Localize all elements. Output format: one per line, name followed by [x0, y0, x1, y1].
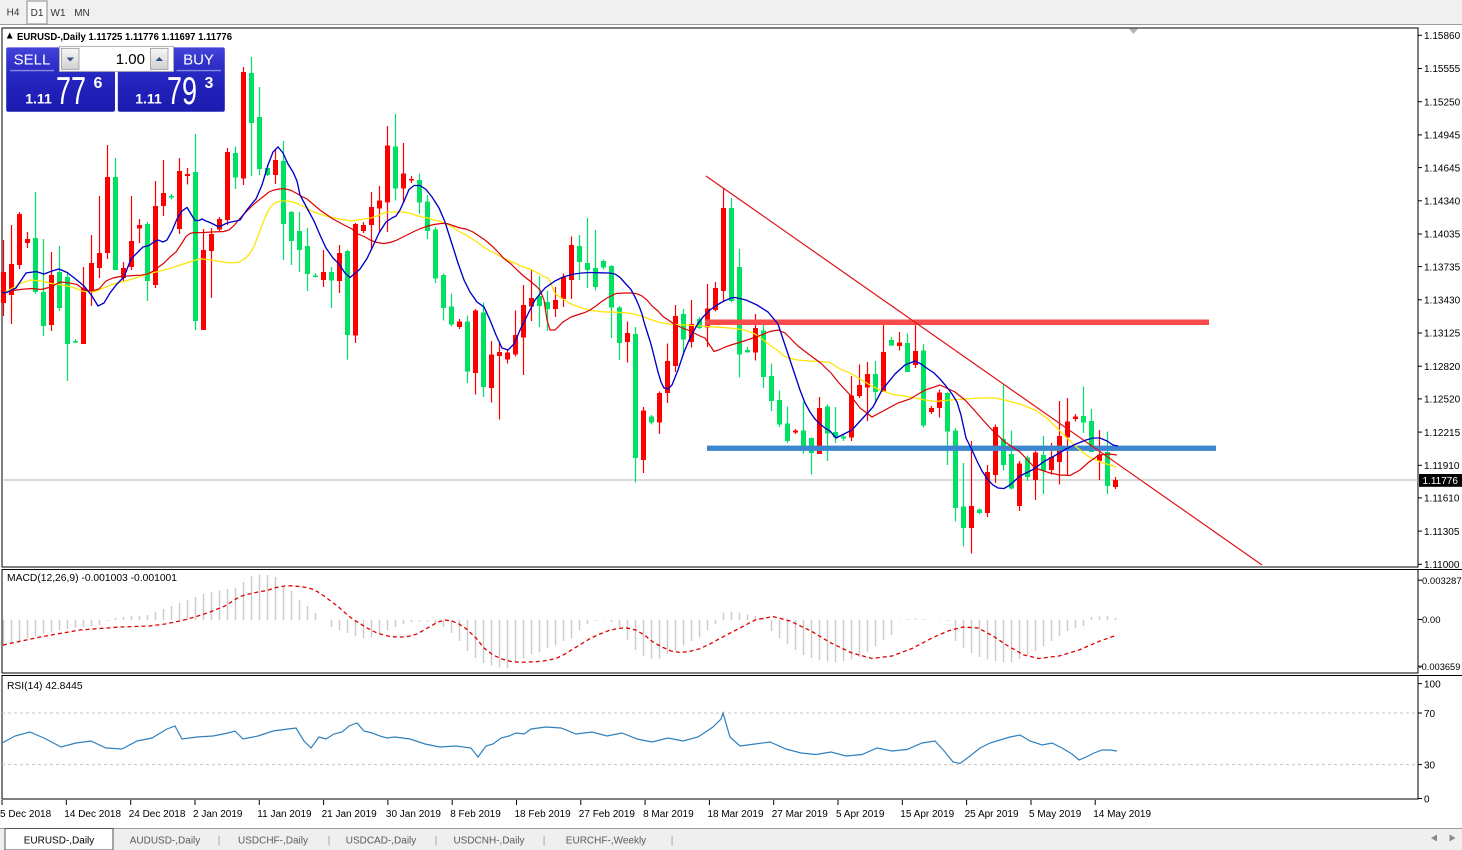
svg-text:-0.003659: -0.003659 [1419, 662, 1461, 672]
svg-text:18 Mar 2019: 18 Mar 2019 [707, 809, 764, 820]
svg-text:8 Mar 2019: 8 Mar 2019 [643, 809, 694, 820]
svg-text:14 May 2019: 14 May 2019 [1093, 809, 1151, 820]
svg-text:11 Jan 2019: 11 Jan 2019 [257, 809, 312, 820]
svg-text:|: | [328, 836, 331, 847]
svg-text:1.12520: 1.12520 [1424, 395, 1461, 406]
svg-text:0.003287: 0.003287 [1422, 576, 1462, 587]
svg-text:MN: MN [74, 8, 90, 19]
svg-text:21 Jan 2019: 21 Jan 2019 [322, 809, 377, 820]
svg-text:1.11305: 1.11305 [1424, 527, 1460, 538]
svg-text:1.11910: 1.11910 [1424, 461, 1460, 472]
svg-text:1.15860: 1.15860 [1424, 31, 1461, 42]
svg-text:1.12820: 1.12820 [1424, 362, 1461, 373]
svg-text:1.12215: 1.12215 [1424, 428, 1461, 439]
svg-text:25 Apr 2019: 25 Apr 2019 [965, 809, 1019, 820]
svg-text:1.14645: 1.14645 [1424, 163, 1461, 174]
svg-text:79: 79 [167, 70, 197, 113]
svg-text:5 Dec 2018: 5 Dec 2018 [0, 809, 52, 820]
svg-text:3: 3 [205, 75, 214, 92]
svg-text:MACD(12,26,9) -0.001003 -0.001: MACD(12,26,9) -0.001003 -0.001001 [7, 573, 177, 584]
svg-text:1.11: 1.11 [135, 91, 162, 107]
svg-text:1.13125: 1.13125 [1424, 329, 1461, 340]
svg-text:1.13735: 1.13735 [1424, 262, 1461, 273]
svg-text:BUY: BUY [183, 52, 214, 69]
svg-text:1.14945: 1.14945 [1424, 131, 1461, 142]
svg-text:AUDUSD-,Daily: AUDUSD-,Daily [130, 836, 201, 847]
svg-text:70: 70 [1424, 709, 1436, 720]
svg-text:1.13430: 1.13430 [1424, 296, 1461, 307]
svg-text:1.14035: 1.14035 [1424, 230, 1461, 241]
svg-text:24 Dec 2018: 24 Dec 2018 [129, 809, 186, 820]
svg-text:1.11610: 1.11610 [1424, 494, 1460, 505]
svg-text:8 Feb 2019: 8 Feb 2019 [450, 809, 501, 820]
svg-text:27 Feb 2019: 27 Feb 2019 [579, 809, 636, 820]
svg-text:5 May 2019: 5 May 2019 [1029, 809, 1082, 820]
svg-text:|: | [543, 836, 546, 847]
svg-text:|: | [435, 836, 438, 847]
svg-text:77: 77 [56, 70, 86, 113]
svg-text:27 Mar 2019: 27 Mar 2019 [772, 809, 829, 820]
svg-text:100: 100 [1424, 679, 1441, 690]
svg-text:D1: D1 [31, 8, 44, 19]
svg-text:1.11: 1.11 [25, 91, 52, 107]
svg-text:0.00: 0.00 [1422, 615, 1441, 626]
svg-text:5 Apr 2019: 5 Apr 2019 [836, 809, 885, 820]
svg-text:30: 30 [1424, 760, 1436, 771]
svg-text:18 Feb 2019: 18 Feb 2019 [515, 809, 572, 820]
svg-text:14 Dec 2018: 14 Dec 2018 [64, 809, 121, 820]
svg-text:0: 0 [1424, 794, 1430, 805]
svg-text:1.11776: 1.11776 [1423, 476, 1459, 487]
svg-text:W1: W1 [51, 8, 66, 19]
svg-text:H4: H4 [7, 8, 20, 19]
svg-text:1.14340: 1.14340 [1424, 197, 1461, 208]
svg-text:EURUSD-,Daily 1.11725 1.11776: EURUSD-,Daily 1.11725 1.11776 1.11697 1.… [17, 32, 232, 43]
svg-text:USDCHF-,Daily: USDCHF-,Daily [238, 836, 308, 847]
svg-text:USDCNH-,Daily: USDCNH-,Daily [453, 836, 524, 847]
svg-text:1.00: 1.00 [116, 51, 145, 68]
svg-text:1.11000: 1.11000 [1424, 560, 1460, 571]
svg-text:SELL: SELL [14, 52, 51, 69]
svg-text:|: | [671, 836, 674, 847]
svg-text:EURUSD-,Daily: EURUSD-,Daily [24, 836, 95, 847]
svg-text:|: | [218, 836, 221, 847]
svg-text:1.15555: 1.15555 [1424, 64, 1461, 75]
svg-text:2 Jan 2019: 2 Jan 2019 [193, 809, 243, 820]
svg-text:30 Jan 2019: 30 Jan 2019 [386, 809, 441, 820]
svg-text:1.15250: 1.15250 [1424, 97, 1461, 108]
svg-text:15 Apr 2019: 15 Apr 2019 [900, 809, 954, 820]
svg-text:6: 6 [94, 75, 103, 92]
svg-text:RSI(14) 42.8445: RSI(14) 42.8445 [7, 681, 83, 692]
svg-text:USDCAD-,Daily: USDCAD-,Daily [346, 836, 417, 847]
svg-text:EURCHF-,Weekly: EURCHF-,Weekly [566, 836, 646, 847]
